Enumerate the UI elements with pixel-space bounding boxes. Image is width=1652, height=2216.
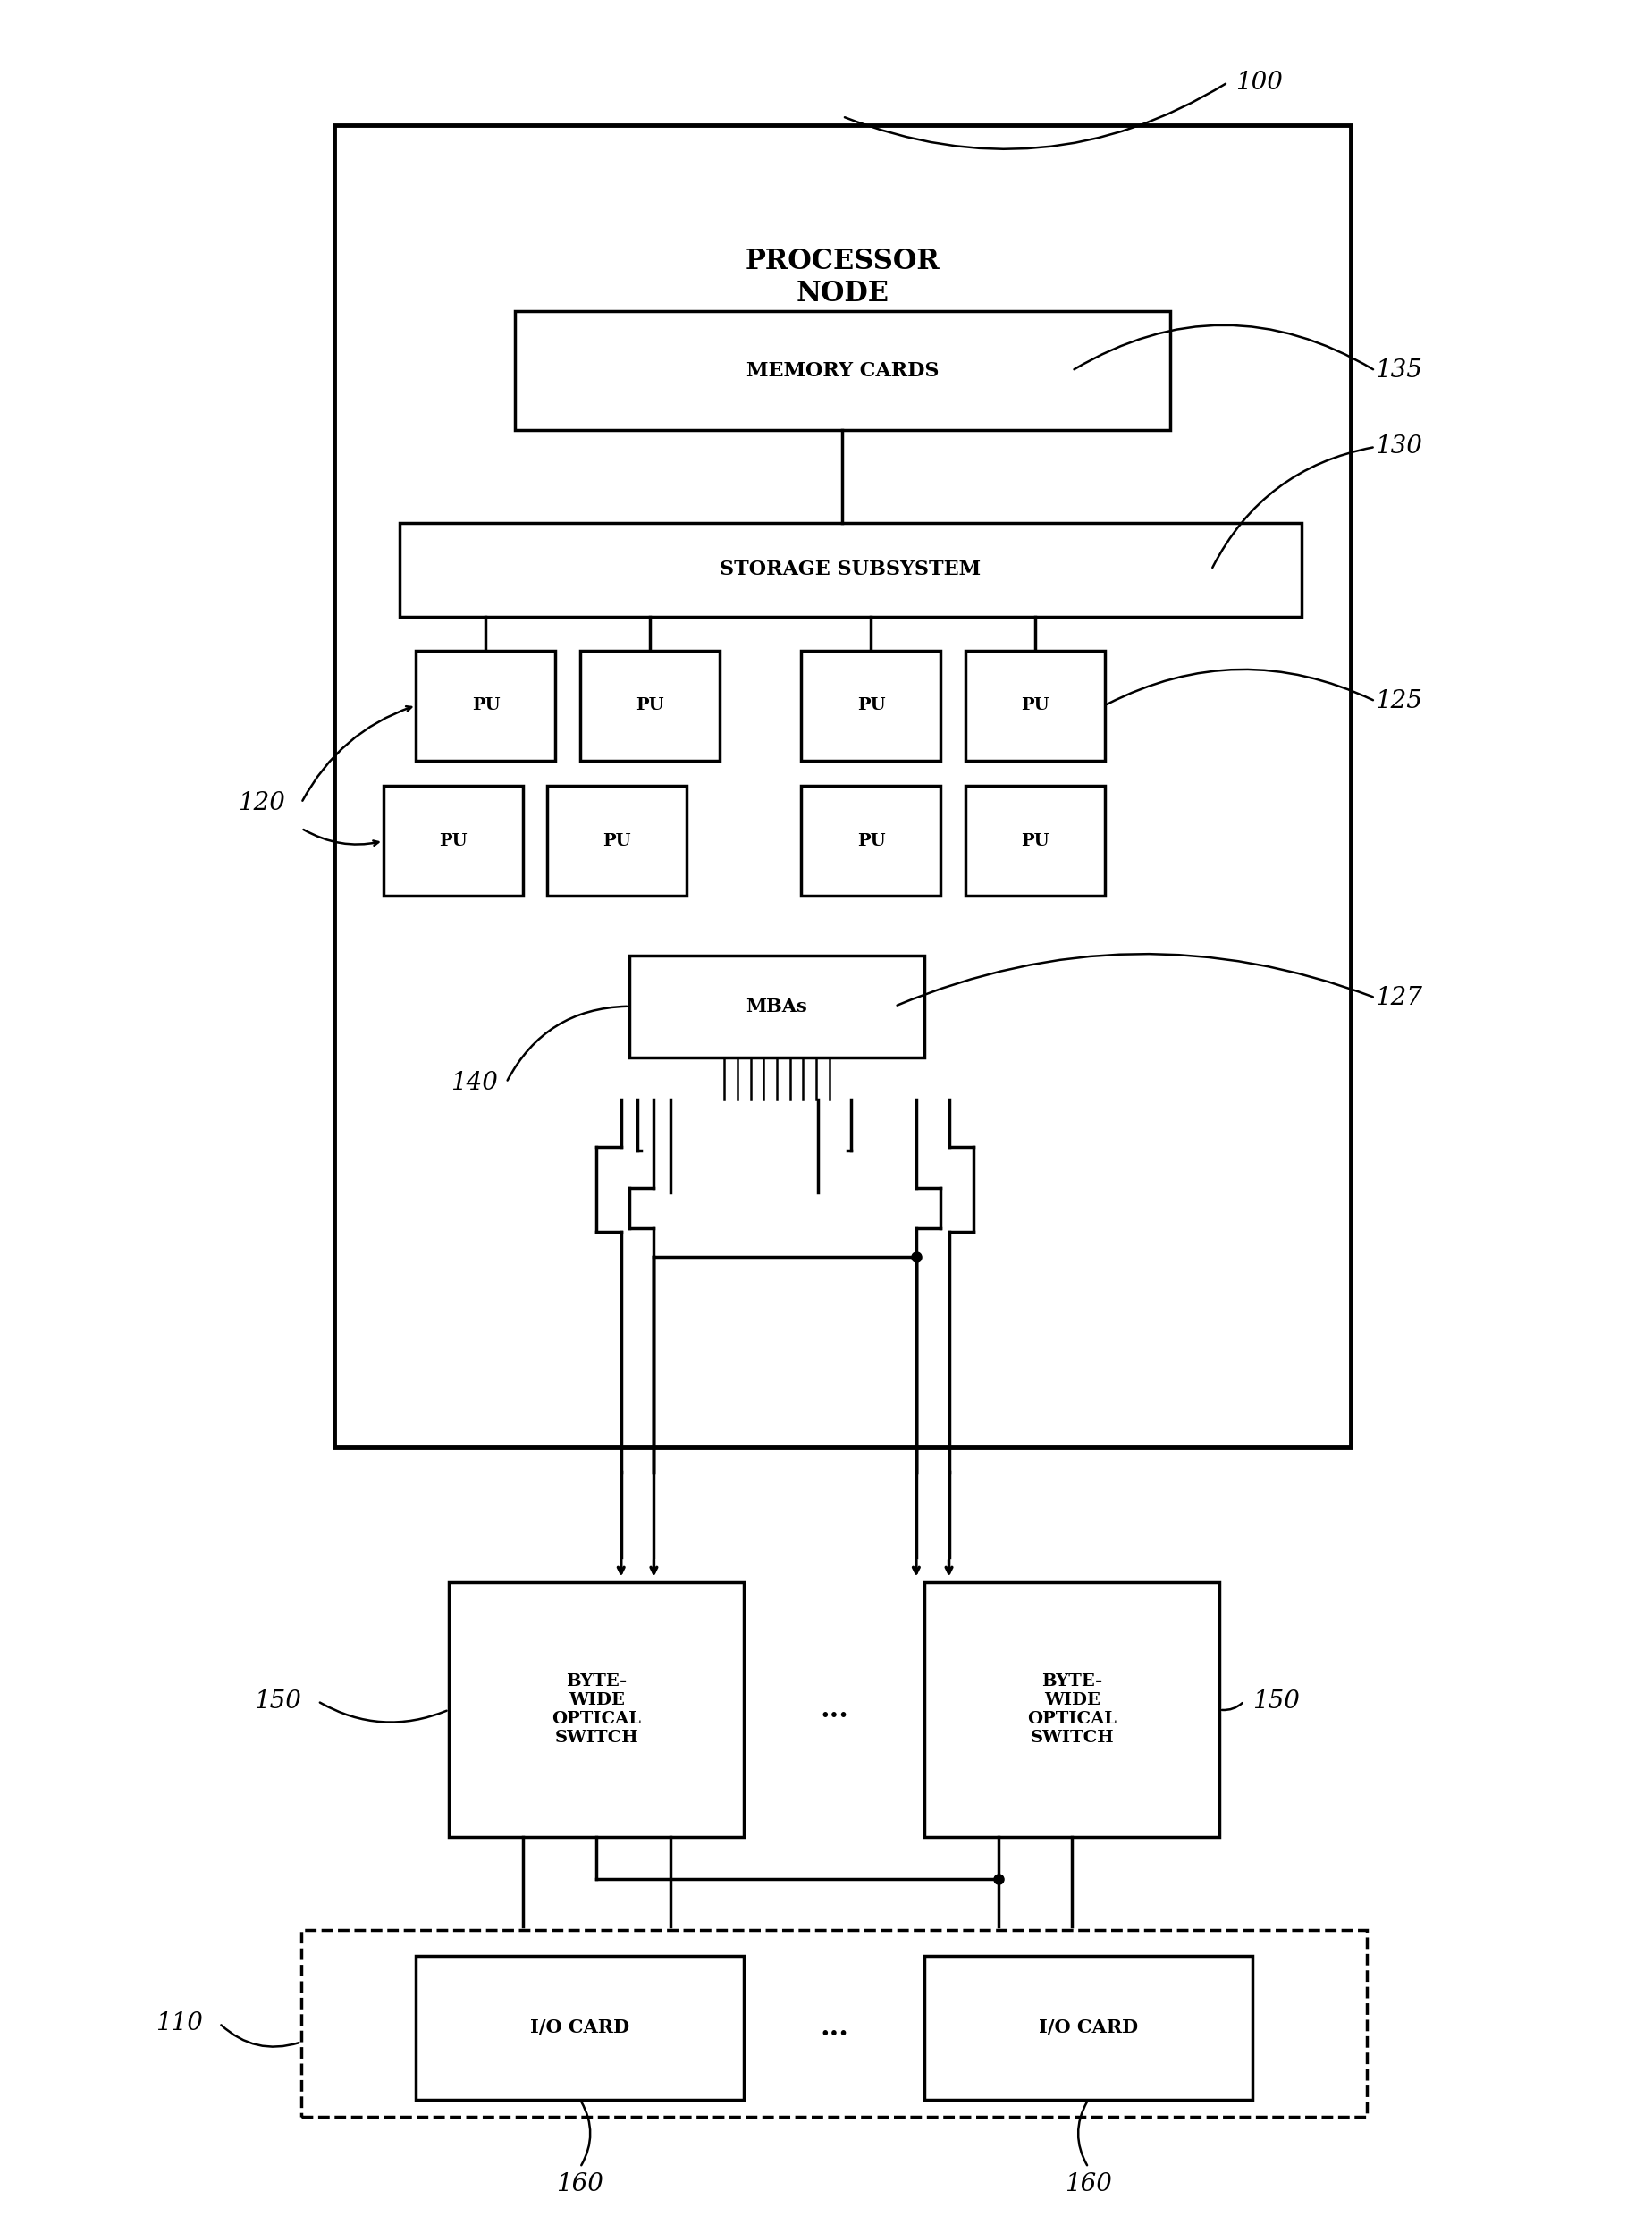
Text: 100: 100 <box>1236 71 1284 95</box>
Text: I/O CARD: I/O CARD <box>1039 2019 1138 2037</box>
Text: PU: PU <box>439 833 468 849</box>
Text: PU: PU <box>1021 698 1049 714</box>
Bar <box>416 1955 743 2099</box>
Bar <box>383 787 522 895</box>
Text: MEMORY CARDS: MEMORY CARDS <box>747 361 938 381</box>
Text: 110: 110 <box>155 2012 203 2037</box>
Text: 120: 120 <box>238 791 284 815</box>
Bar <box>801 787 940 895</box>
Text: PU: PU <box>857 833 885 849</box>
Bar <box>629 955 925 1057</box>
Text: 160: 160 <box>1064 2172 1112 2196</box>
Text: 130: 130 <box>1374 434 1422 459</box>
Text: 150: 150 <box>254 1689 301 1713</box>
Text: PU: PU <box>857 698 885 714</box>
Bar <box>547 787 687 895</box>
Bar <box>514 310 1170 430</box>
Text: MBAs: MBAs <box>747 997 808 1015</box>
Text: 135: 135 <box>1374 359 1422 383</box>
Bar <box>965 649 1105 760</box>
Bar <box>301 1930 1368 2116</box>
Bar <box>449 1582 743 1837</box>
Text: PU: PU <box>636 698 664 714</box>
Text: 140: 140 <box>451 1070 499 1095</box>
Text: ...: ... <box>819 1695 849 1724</box>
Text: I/O CARD: I/O CARD <box>530 2019 629 2037</box>
Text: STORAGE SUBSYSTEM: STORAGE SUBSYSTEM <box>720 561 981 581</box>
Text: ...: ... <box>819 2014 849 2041</box>
Bar <box>416 649 555 760</box>
Text: PU: PU <box>1021 833 1049 849</box>
Text: PROCESSOR
NODE: PROCESSOR NODE <box>745 248 940 308</box>
Bar <box>965 787 1105 895</box>
Text: BYTE-
WIDE
OPTICAL
SWITCH: BYTE- WIDE OPTICAL SWITCH <box>1028 1673 1117 1746</box>
Text: 125: 125 <box>1374 689 1422 714</box>
Bar <box>400 523 1302 616</box>
Bar <box>334 124 1351 1447</box>
Text: PU: PU <box>603 833 631 849</box>
Bar <box>925 1582 1219 1837</box>
Text: 150: 150 <box>1252 1689 1300 1713</box>
Text: 127: 127 <box>1374 986 1422 1010</box>
Bar <box>580 649 719 760</box>
Bar <box>801 649 940 760</box>
Text: PU: PU <box>472 698 501 714</box>
Text: BYTE-
WIDE
OPTICAL
SWITCH: BYTE- WIDE OPTICAL SWITCH <box>552 1673 641 1746</box>
Text: 160: 160 <box>557 2172 603 2196</box>
Bar <box>925 1955 1252 2099</box>
